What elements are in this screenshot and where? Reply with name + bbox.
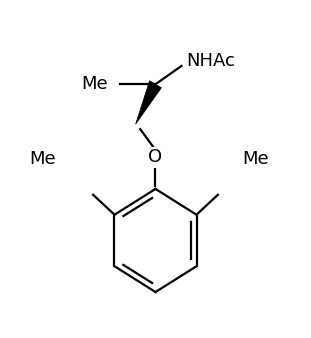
Text: Me: Me: [243, 150, 269, 168]
Text: NHAc: NHAc: [186, 52, 235, 70]
Polygon shape: [136, 81, 161, 124]
Text: Me: Me: [81, 75, 108, 93]
Text: O: O: [148, 148, 163, 166]
Text: Me: Me: [30, 150, 56, 168]
